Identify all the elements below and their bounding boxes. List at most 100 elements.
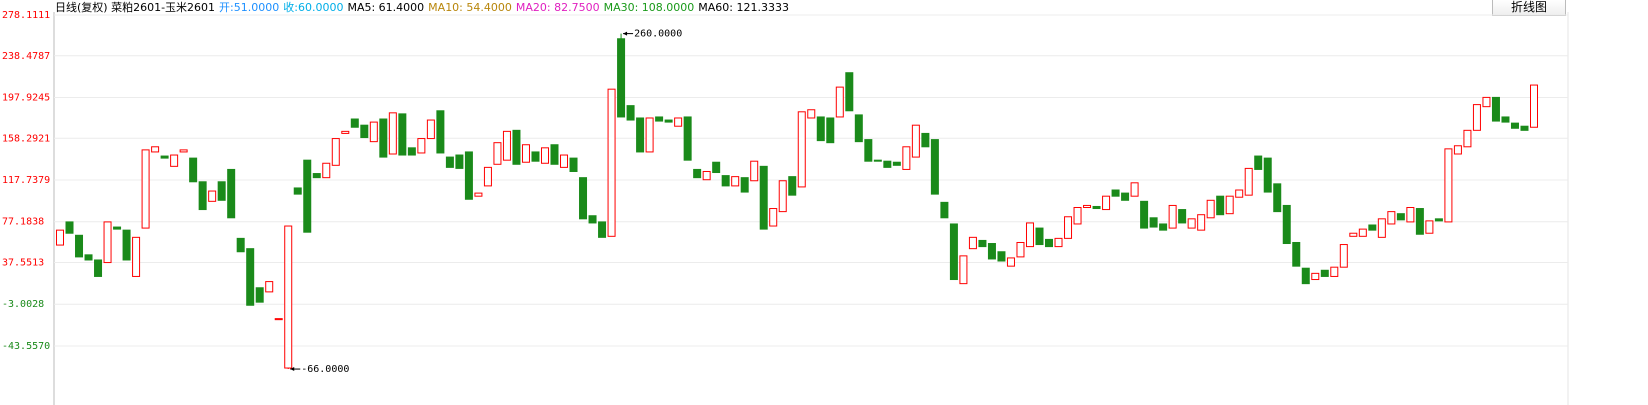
candle-body (788, 176, 797, 196)
candle-body (1149, 217, 1158, 228)
candle-body (1140, 200, 1149, 229)
candle-body (502, 130, 511, 161)
candle-body (1339, 244, 1348, 268)
candle-body (208, 190, 217, 202)
candle-body (255, 287, 264, 303)
candle-body (1121, 192, 1130, 201)
candle-body (1406, 207, 1415, 223)
candle-body (436, 110, 445, 154)
candle-body (151, 146, 160, 153)
candle-body (1444, 148, 1453, 223)
header-item: MA5: 61.4000 (347, 1, 425, 14)
candle-body (1510, 122, 1519, 129)
y-tick-label: 117.7379 (2, 175, 50, 186)
candle-body (1387, 211, 1396, 225)
candle-body (911, 124, 920, 158)
candle-body (978, 239, 987, 248)
annotation-label: 260.0000 (634, 29, 682, 40)
candle-body (521, 144, 530, 163)
candle-body (303, 159, 312, 233)
candle-body (1463, 129, 1472, 148)
candle-body (683, 116, 692, 161)
candle-body (826, 117, 835, 144)
candle-body (1159, 223, 1168, 231)
line-chart-button[interactable]: 折线图 (1492, 0, 1566, 16)
candle-body (341, 130, 350, 134)
candle-body (113, 226, 122, 230)
candle-body (331, 138, 340, 166)
candle-body (350, 118, 359, 128)
candle-body (835, 86, 844, 118)
candle-body (949, 223, 958, 281)
candle-body (512, 129, 521, 165)
candle-body (702, 170, 711, 181)
candle-body (987, 243, 996, 260)
candle-body (1216, 195, 1225, 216)
candle-body (1035, 227, 1044, 246)
candle-body (693, 168, 702, 179)
candle-body (550, 144, 559, 165)
candle-body (198, 181, 207, 211)
candle-body (455, 154, 464, 169)
candle-body (655, 116, 664, 122)
candle-body (1235, 189, 1244, 198)
candle-body (626, 105, 635, 121)
y-tick-label: 197.9245 (2, 92, 50, 103)
candle-body (997, 251, 1006, 262)
y-tick-label: 158.2921 (2, 133, 50, 144)
y-tick-label: 278.1111 (2, 10, 50, 21)
candle-body (1130, 182, 1139, 197)
candle-body (1273, 183, 1282, 213)
candle-body (721, 175, 730, 187)
candle-body (1263, 157, 1272, 193)
candle-body (740, 177, 749, 193)
candle-body (1178, 209, 1187, 224)
candle-body (854, 114, 863, 143)
candle-body (407, 147, 416, 156)
candle-body (179, 149, 188, 153)
candle-body (588, 215, 597, 224)
candle-body (569, 157, 578, 172)
candle-body (1330, 266, 1339, 277)
candle-body (1197, 214, 1206, 231)
candle-body (236, 237, 245, 253)
header-item: MA60: 121.3333 (698, 1, 789, 14)
candle-body (1396, 213, 1405, 221)
candle-body (56, 229, 64, 246)
candle-body (1530, 84, 1538, 128)
candle-body (1368, 224, 1377, 231)
candle-body (1168, 204, 1177, 229)
candle-body (1016, 241, 1025, 258)
candle-body (607, 88, 616, 237)
candle-body (227, 168, 236, 219)
candle-body (645, 117, 654, 153)
candle-body (483, 166, 492, 187)
candle-body (417, 138, 426, 154)
candle-body (598, 221, 607, 238)
header-item: 日线(复权) 菜粕2601-玉米2601 (55, 1, 216, 14)
candle-body (1225, 195, 1234, 215)
candle-body (1111, 189, 1120, 197)
candle-body (426, 119, 435, 140)
candle-body (84, 254, 93, 261)
candle-body (1377, 218, 1386, 238)
candle-body (217, 181, 226, 201)
annotation-arrowhead (290, 367, 295, 372)
candle-body (1311, 272, 1320, 281)
candle-body (1472, 104, 1481, 131)
candle-body (1520, 125, 1529, 131)
candle-body (274, 318, 283, 321)
y-tick-label: -3.0028 (2, 299, 44, 310)
header-item: MA30: 108.0000 (603, 1, 695, 14)
candle-body (1054, 237, 1063, 248)
candle-body (617, 38, 626, 118)
candle-body (769, 208, 778, 227)
candle-body (712, 161, 721, 174)
candle-body (560, 154, 569, 168)
candle-body (1301, 267, 1310, 285)
candle-body (1083, 204, 1092, 209)
candle-body (1025, 222, 1034, 248)
candle-body (636, 117, 645, 153)
candle-body (189, 157, 198, 183)
